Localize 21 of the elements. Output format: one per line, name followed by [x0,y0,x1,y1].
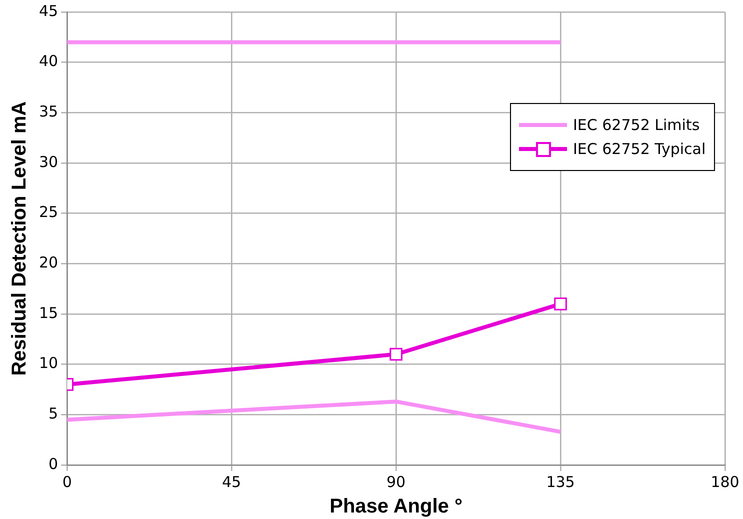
y-tick-label: 30 [38,152,58,171]
point [390,348,402,361]
legend-label: IEC 62752 Limits [573,116,700,134]
y-axis-title: Residual Detection Level mA [8,101,31,376]
x-tick-label: 135 [546,472,575,491]
y-tick-label: 15 [38,304,58,322]
y-tick-label: 20 [38,254,58,272]
legend-label: IEC 62752 Typical [573,140,706,158]
x-tick-label: 90 [386,472,406,491]
y-tick-label: 0 [48,454,58,473]
y-tick-label: 25 [38,203,58,222]
x-tick-label: 0 [62,472,72,491]
y-tick-label: 5 [48,404,58,423]
x-tick-label: 45 [222,472,242,491]
y-tick-label: 10 [38,354,58,372]
x-axis-title: Phase Angle ° [330,496,462,518]
y-tick-label: 45 [38,2,58,20]
point [554,298,567,310]
x-tick-label: 180 [710,472,740,491]
y-tick-label: 35 [38,102,58,121]
y-tick-label: 40 [38,52,58,70]
